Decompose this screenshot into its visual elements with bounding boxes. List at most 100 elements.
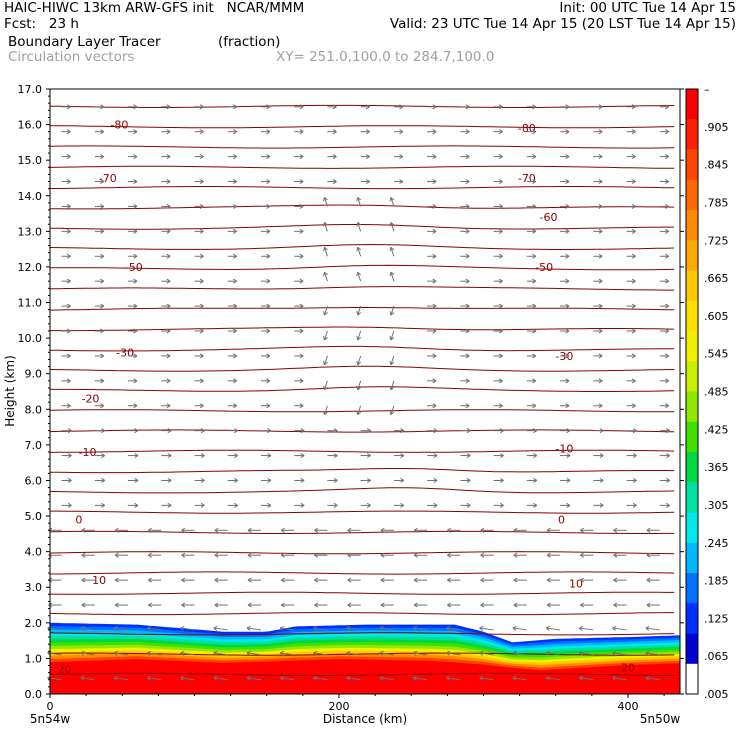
vector-head bbox=[347, 527, 352, 533]
vector-head bbox=[545, 650, 550, 656]
vector-head bbox=[67, 428, 72, 434]
vector-head bbox=[246, 650, 251, 656]
contour-line bbox=[49, 307, 675, 311]
vector-head bbox=[246, 675, 251, 681]
contour-line bbox=[50, 386, 675, 392]
vector-head bbox=[631, 129, 636, 135]
contour-label-left: -30 bbox=[116, 346, 134, 359]
vector-head bbox=[234, 453, 238, 459]
vector-head bbox=[166, 203, 171, 209]
vector-head bbox=[631, 328, 636, 334]
vector-head bbox=[167, 502, 172, 508]
vector-head bbox=[499, 428, 504, 434]
vector-shaft bbox=[479, 677, 494, 681]
vector-shaft bbox=[612, 652, 627, 656]
header-line2-right: Valid: 23 UTC Tue 14 Apr 15 (20 LST Tue … bbox=[389, 16, 736, 32]
vector-head bbox=[233, 303, 237, 309]
vector-head bbox=[266, 253, 271, 259]
vector-head bbox=[465, 253, 470, 259]
vector-head bbox=[233, 179, 237, 185]
vector-head bbox=[113, 625, 118, 631]
vector-head bbox=[199, 154, 204, 160]
vector-head bbox=[447, 552, 452, 558]
colorbar-swatch bbox=[686, 421, 698, 453]
x-tick-label: 400 bbox=[617, 700, 638, 713]
vector-head bbox=[432, 253, 437, 259]
vector-head bbox=[333, 453, 338, 459]
vector-shaft bbox=[645, 677, 660, 681]
vector-head bbox=[113, 650, 118, 656]
contour-line bbox=[49, 125, 675, 129]
vector-head bbox=[323, 271, 328, 277]
plot-frame bbox=[49, 88, 681, 695]
contour-line bbox=[49, 286, 675, 291]
y-tick-label: 17.0 bbox=[18, 83, 43, 96]
vector-head bbox=[199, 353, 204, 359]
vector-shaft bbox=[246, 627, 262, 631]
vector-head bbox=[598, 303, 603, 309]
vector-head bbox=[389, 360, 395, 366]
vector-head bbox=[247, 552, 252, 558]
vector-shaft bbox=[180, 652, 195, 656]
vector-shaft bbox=[479, 627, 494, 631]
vector-head bbox=[465, 228, 470, 234]
vector-head bbox=[631, 353, 636, 359]
vector-head bbox=[214, 552, 219, 558]
vector-shaft bbox=[246, 652, 262, 656]
vector-head bbox=[133, 253, 138, 259]
contour-line bbox=[49, 449, 675, 453]
vector-head bbox=[366, 428, 371, 434]
vector-head bbox=[578, 675, 584, 681]
vector-head bbox=[333, 502, 338, 508]
vector-head bbox=[532, 378, 537, 384]
circulation-vectors bbox=[47, 104, 671, 681]
vector-head bbox=[546, 602, 551, 608]
vector-head bbox=[479, 650, 484, 656]
vector-head bbox=[598, 104, 603, 110]
vector-head bbox=[134, 453, 139, 459]
vector-head bbox=[413, 552, 418, 558]
vector-head bbox=[199, 303, 204, 309]
vector-shaft bbox=[80, 652, 95, 656]
vector-head bbox=[200, 477, 205, 483]
y-axis-label: Height (km) bbox=[3, 355, 17, 426]
vector-head bbox=[631, 179, 636, 185]
vector-head bbox=[665, 203, 670, 209]
vector-head bbox=[266, 179, 271, 185]
vector-head bbox=[233, 104, 237, 110]
vector-head bbox=[314, 527, 319, 533]
vector-head bbox=[323, 221, 328, 227]
vector-head bbox=[498, 278, 503, 284]
vector-head bbox=[432, 328, 437, 334]
vector-head bbox=[66, 303, 71, 309]
vector-shaft bbox=[323, 355, 328, 366]
vector-head bbox=[533, 453, 538, 459]
contour-label-left: -20 bbox=[81, 393, 99, 406]
vector-head bbox=[565, 303, 570, 309]
vector-head bbox=[366, 477, 371, 483]
vector-head bbox=[199, 278, 204, 284]
contour-line bbox=[49, 243, 675, 250]
vector-head bbox=[100, 154, 105, 160]
colorbar-label: .005 bbox=[704, 688, 729, 701]
vector-head bbox=[101, 502, 106, 508]
vector-head bbox=[380, 577, 385, 583]
colorbar-swatch bbox=[686, 270, 698, 302]
vector-head bbox=[632, 477, 637, 483]
vector-head bbox=[665, 403, 670, 409]
colorbar-swatch bbox=[686, 603, 698, 635]
vector-head bbox=[580, 552, 584, 558]
vector-shaft bbox=[579, 677, 594, 681]
contour-line bbox=[49, 409, 675, 413]
colorbar-swatch bbox=[686, 119, 698, 151]
vector-head bbox=[299, 179, 304, 185]
colorbar-label: .545 bbox=[704, 348, 729, 361]
vector-head bbox=[532, 403, 537, 409]
vector-head bbox=[300, 502, 305, 508]
vector-head bbox=[114, 527, 119, 533]
vector-field-name: Circulation vectors bbox=[8, 49, 135, 65]
vector-head bbox=[300, 477, 305, 483]
vector-shaft bbox=[612, 677, 627, 681]
contour-line bbox=[49, 165, 675, 169]
colorbar-swatch bbox=[686, 210, 698, 241]
